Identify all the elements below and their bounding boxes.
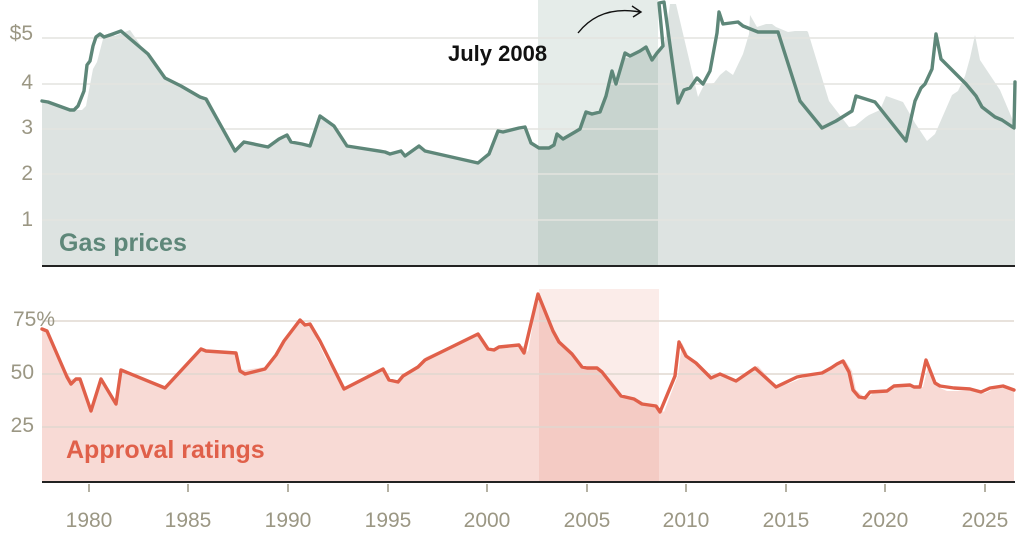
approval-highlight-2002-2008	[539, 289, 659, 481]
x-axis-labels: 1980 1985 1990 1995 2000 2005 2010 2015 …	[66, 509, 1009, 532]
approval-tick-75: 75%	[13, 308, 55, 331]
gas-price-line	[40, 0, 1017, 165]
gas-gridlines	[42, 37, 1014, 221]
gas-area-fill	[42, 4, 1015, 266]
gas-tick-1: 1	[21, 208, 33, 231]
gas-tick-4: 4	[21, 71, 33, 94]
year-label-1990: 1990	[265, 509, 312, 532]
year-label-2010: 2010	[663, 509, 710, 532]
gas-tick-3: 3	[21, 116, 33, 139]
gas-y-axis-labels: $5 4 3 2 1	[10, 22, 34, 231]
year-label-2020: 2020	[862, 509, 909, 532]
approval-tick-50: 50	[11, 361, 34, 384]
annotation-label: July 2008	[448, 41, 547, 66]
approval-y-axis-labels: 75% 50 25	[11, 308, 55, 437]
annotation-arrow-icon	[577, 9, 641, 34]
approval-panel-title: Approval ratings	[66, 436, 265, 464]
approval-rating-line	[40, 292, 1016, 414]
year-label-1995: 1995	[365, 509, 412, 532]
july-2008-annotation: July 2008	[448, 5, 643, 66]
year-label-1980: 1980	[66, 509, 113, 532]
year-label-2005: 2005	[564, 509, 611, 532]
year-label-2015: 2015	[763, 509, 810, 532]
gas-price-panel: $5 4 3 2 1 Gas prices July 2008	[10, 0, 1017, 267]
year-label-1985: 1985	[165, 509, 212, 532]
x-axis: 1980 1985 1990 1995 2000 2005 2010 2015 …	[66, 484, 1009, 532]
approval-tick-25: 25	[11, 414, 34, 437]
approval-gridlines	[42, 320, 1014, 428]
arrowhead-icon	[631, 5, 643, 18]
year-label-2025: 2025	[962, 509, 1009, 532]
year-label-2000: 2000	[464, 509, 511, 532]
x-axis-ticks	[88, 484, 986, 492]
gas-tick-5: $5	[10, 22, 33, 45]
gas-panel-title: Gas prices	[59, 229, 187, 257]
gas-tick-2: 2	[21, 162, 33, 185]
approval-panel: 75% 50 25 Approval ratings	[11, 289, 1016, 483]
